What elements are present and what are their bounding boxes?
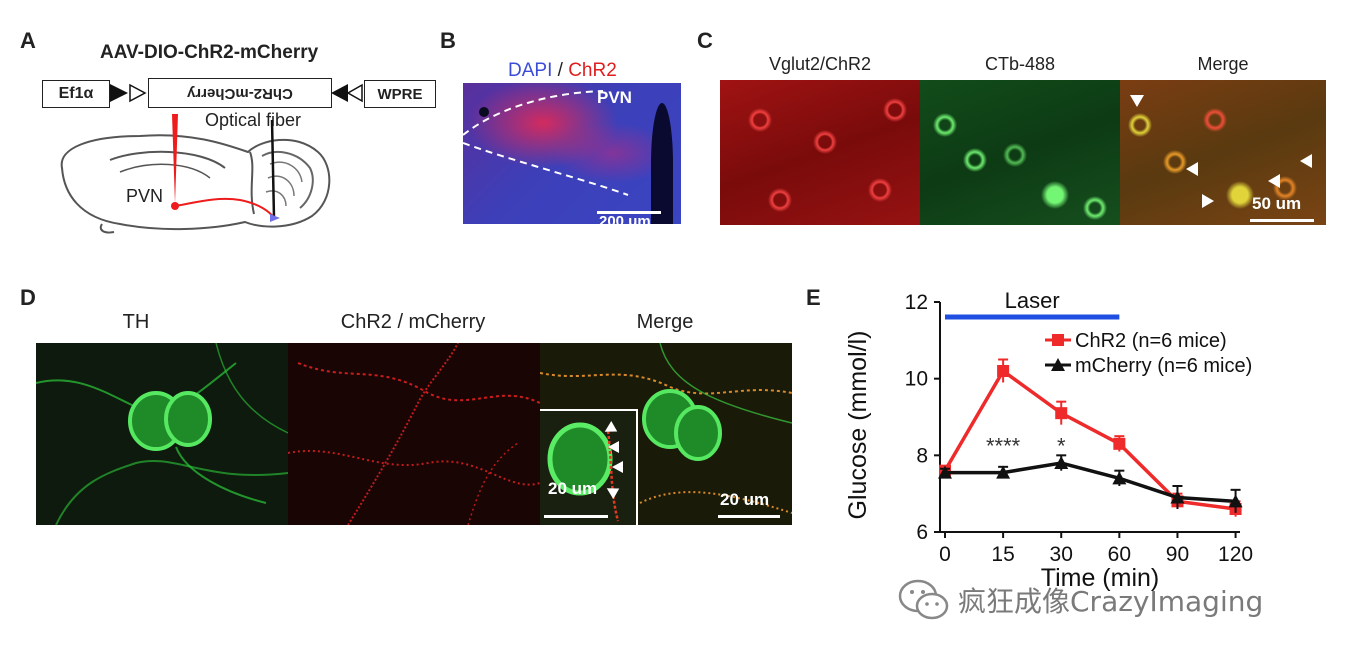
- y-tick-label: 10: [905, 368, 928, 391]
- title-separator: /: [552, 60, 569, 81]
- arrowhead-icon: [1130, 95, 1144, 107]
- data-point: [1228, 494, 1243, 508]
- chr2-title: ChR2: [568, 60, 617, 81]
- caption-chr2-mcherry: ChR2 / mCherry: [340, 311, 486, 333]
- injection-needle: [172, 114, 178, 204]
- optical-fiber-label: Optical fiber: [205, 110, 302, 130]
- data-point: [996, 465, 1011, 479]
- panel-c-label: C: [697, 28, 713, 53]
- promoter-label: Ef1α: [58, 85, 94, 102]
- pvn-injection-site: [171, 202, 179, 210]
- laser-label: Laser: [1005, 288, 1060, 313]
- scalebar-b: [597, 211, 661, 214]
- legend-marker: [1051, 358, 1065, 371]
- caption-vglut2-chr2: Vglut2/ChR2: [768, 54, 872, 74]
- scalebar-b-label: 200 um: [599, 213, 651, 224]
- x-tick-label: 90: [1166, 543, 1189, 566]
- pvn-axon: [174, 197, 275, 219]
- arrow-icon: [608, 441, 619, 453]
- x-tick-label: 15: [991, 543, 1014, 566]
- th-image: [36, 343, 288, 525]
- inset-scalebar-label: 20 um: [548, 479, 598, 498]
- significance-marker: *: [1057, 433, 1066, 458]
- y-tick-label: 12: [905, 291, 928, 314]
- scalebar-d-label: 20 um: [720, 490, 770, 509]
- watermark: 疯狂成像CrazyImaging: [898, 578, 1263, 622]
- pvn-label-b: PVN: [597, 88, 632, 107]
- pvn-label-a: PVN: [126, 186, 164, 206]
- ventricle: [651, 103, 673, 224]
- inset-scalebar: [544, 515, 608, 518]
- legend-label: mCherry (n=6 mice): [1075, 355, 1252, 377]
- lox-triangle: [346, 83, 363, 103]
- x-axis-label: Time (min): [1041, 564, 1160, 592]
- lox-triangle: [110, 84, 128, 102]
- optical-fiber: [270, 119, 276, 219]
- merge-d-inset: 20 um: [540, 409, 638, 525]
- arrowhead-icon: [1300, 154, 1312, 168]
- construct-title: AAV-DIO-ChR2-mCherry: [100, 42, 319, 63]
- legend-marker: [1052, 334, 1064, 346]
- vessel: [479, 107, 489, 117]
- data-point: [1170, 490, 1185, 504]
- dapi-title: DAPI: [508, 60, 553, 81]
- data-point: [1112, 471, 1127, 485]
- lox-triangle: [331, 84, 348, 102]
- arrowhead-icon: [1202, 194, 1214, 208]
- x-tick-label: 120: [1218, 543, 1253, 566]
- arrowhead-icon: [1268, 174, 1280, 188]
- panel-a-label: A: [20, 28, 36, 53]
- lox-sites: [110, 83, 363, 103]
- wechat-icon: [898, 579, 949, 620]
- caption-merge-d: Merge: [636, 311, 694, 333]
- pvn-section-image: 200 um: [463, 83, 681, 224]
- brain-diagram: [60, 114, 331, 234]
- panel-e-label: E: [806, 285, 821, 310]
- series-line-0: [943, 368, 1236, 511]
- vglut2-chr2-image: [720, 80, 920, 225]
- arrow-icon: [612, 461, 623, 473]
- th-neuron: [164, 391, 212, 447]
- x-tick-label: 60: [1108, 543, 1131, 566]
- caption-th: TH: [122, 311, 150, 333]
- panel-b-label: B: [440, 28, 456, 53]
- significance-marker: ****: [986, 433, 1021, 458]
- caption-merge-c: Merge: [1197, 54, 1249, 74]
- x-tick-label: 30: [1050, 543, 1073, 566]
- wpre-box: WPRE: [364, 80, 436, 108]
- wpre-label: WPRE: [377, 85, 423, 103]
- data-point: [997, 365, 1010, 377]
- x-tick-label: 0: [939, 543, 951, 566]
- y-tick-label: 6: [916, 521, 928, 544]
- ctb-488-image: [920, 80, 1120, 225]
- pvn-boundary: [463, 90, 604, 136]
- merge-d-image: 20 um 20 um: [540, 343, 792, 525]
- scalebar-d: [718, 515, 780, 518]
- y-tick-label: 8: [916, 444, 928, 467]
- y-axis-label: Glucose (mmol/l): [844, 331, 872, 520]
- data-point: [938, 465, 952, 479]
- watermark-text: 疯狂成像CrazyImaging: [958, 585, 1264, 618]
- fiber-target: [270, 214, 280, 222]
- data-point: [1055, 407, 1068, 420]
- merge-c-image: 50 um: [1120, 80, 1326, 225]
- panel-b-title: DAPI / ChR2: [508, 60, 617, 82]
- promoter-box: Ef1α: [42, 80, 110, 108]
- scalebar-c-label: 50 um: [1252, 194, 1302, 213]
- pvn-boundary: [463, 142, 629, 196]
- legend-label: ChR2 (n=6 mice): [1075, 330, 1227, 352]
- caption-ctb-488: CTb-488: [984, 54, 1056, 74]
- data-point: [1054, 456, 1069, 469]
- chr2-mcherry-image: [288, 343, 540, 525]
- arrowhead-icon: [1186, 162, 1198, 176]
- series-line-1: [945, 461, 1236, 504]
- data-point: [1113, 437, 1126, 450]
- lox-triangle: [129, 83, 147, 103]
- panel-d-label: D: [20, 285, 36, 310]
- scalebar-c: [1250, 219, 1314, 222]
